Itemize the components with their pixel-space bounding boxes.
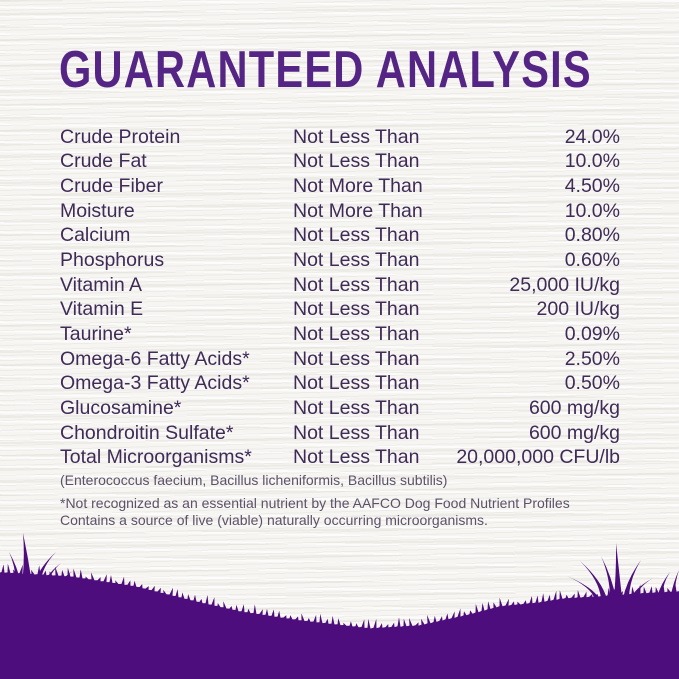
- microorganism-species-note: (Enterococcus faecium, Bacillus lichenif…: [60, 471, 448, 488]
- nutrient-value: 25,000 IU/kg: [509, 273, 620, 296]
- relation-label: Not Less Than: [293, 224, 420, 247]
- footnote-aafco: *Not recognized as an essential nutrient…: [60, 494, 570, 511]
- nutrient-value: 4.50%: [564, 175, 620, 198]
- table-row: Chondroitin Sulfate* Not Less Than 600 m…: [60, 421, 620, 446]
- relation-label: Not Less Than: [293, 298, 420, 321]
- nutrient-name: Moisture: [60, 199, 135, 222]
- table-row: Crude Fiber Not More Than 4.50%: [60, 174, 620, 199]
- table-row: Vitamin E Not Less Than 200 IU/kg: [60, 297, 620, 322]
- relation-label: Not More Than: [293, 175, 423, 198]
- nutrient-value: 600 mg/kg: [528, 421, 620, 444]
- relation-label: Not Less Than: [293, 125, 420, 148]
- label-content: Crude Protein Not Less Than 24.0% Crude …: [60, 125, 620, 530]
- analysis-table: Crude Protein Not Less Than 24.0% Crude …: [60, 125, 620, 470]
- page-title: GUARANTEED ANALYSIS: [59, 41, 592, 99]
- table-row: Taurine* Not Less Than 0.09%: [60, 322, 620, 347]
- footnote-live-microorganisms: Contains a source of live (viable) natur…: [60, 512, 488, 529]
- table-row: Omega-3 Fatty Acids* Not Less Than 0.50%: [60, 371, 620, 396]
- nutrient-name: Vitamin A: [60, 273, 143, 296]
- table-row: Vitamin A Not Less Than 25,000 IU/kg: [60, 273, 620, 298]
- nutrient-value: 0.50%: [564, 372, 620, 395]
- relation-label: Not Less Than: [293, 421, 420, 444]
- nutrient-value: 0.80%: [564, 224, 620, 247]
- table-row: Crude Protein Not Less Than 24.0%: [60, 125, 620, 150]
- nutrient-name: Crude Fat: [60, 150, 147, 173]
- table-row: Total Microorganisms* Not Less Than 20,0…: [60, 445, 620, 470]
- relation-label: Not Less Than: [293, 347, 420, 370]
- nutrient-name: Omega-6 Fatty Acids*: [60, 347, 250, 370]
- relation-label: Not More Than: [293, 199, 423, 222]
- nutrient-name: Phosphorus: [60, 249, 165, 272]
- footnotes: *Not recognized as an essential nutrient…: [60, 495, 620, 530]
- relation-label: Not Less Than: [293, 150, 420, 173]
- table-row: Phosphorus Not Less Than 0.60%: [60, 248, 620, 273]
- nutrient-value: 200 IU/kg: [536, 298, 620, 321]
- relation-label: Not Less Than: [293, 273, 420, 296]
- table-row: Moisture Not More Than 10.0%: [60, 199, 620, 224]
- nutrient-value: 0.60%: [564, 249, 620, 272]
- nutrient-name: Crude Fiber: [60, 175, 163, 198]
- nutrient-name: Chondroitin Sulfate*: [60, 421, 234, 444]
- nutrient-name: Vitamin E: [60, 298, 144, 321]
- nutrient-value: 10.0%: [564, 199, 620, 222]
- nutrient-value: 24.0%: [564, 125, 620, 148]
- nutrient-name: Total Microorganisms*: [60, 446, 252, 469]
- grass-hill-silhouette: [0, 533, 679, 679]
- relation-label: Not Less Than: [293, 396, 420, 419]
- table-row: Omega-6 Fatty Acids* Not Less Than 2.50%: [60, 347, 620, 372]
- nutrient-name: Omega-3 Fatty Acids*: [60, 372, 250, 395]
- relation-label: Not Less Than: [293, 446, 420, 469]
- nutrient-value: 10.0%: [564, 150, 620, 173]
- nutrient-name: Taurine*: [60, 322, 132, 345]
- hill-path: [0, 533, 679, 679]
- relation-label: Not Less Than: [293, 249, 420, 272]
- table-row: Glucosamine* Not Less Than 600 mg/kg: [60, 396, 620, 421]
- nutrient-value: 2.50%: [564, 347, 620, 370]
- nutrient-value: 20,000,000 CFU/lb: [456, 446, 620, 469]
- relation-label: Not Less Than: [293, 372, 420, 395]
- nutrient-value: 600 mg/kg: [528, 396, 620, 419]
- table-row: Calcium Not Less Than 0.80%: [60, 224, 620, 249]
- nutrient-value: 0.09%: [564, 322, 620, 345]
- relation-label: Not Less Than: [293, 322, 420, 345]
- nutrient-name: Glucosamine*: [60, 396, 182, 419]
- nutrient-name: Calcium: [60, 224, 131, 247]
- table-row: Crude Fat Not Less Than 10.0%: [60, 150, 620, 175]
- nutrient-name: Crude Protein: [60, 125, 181, 148]
